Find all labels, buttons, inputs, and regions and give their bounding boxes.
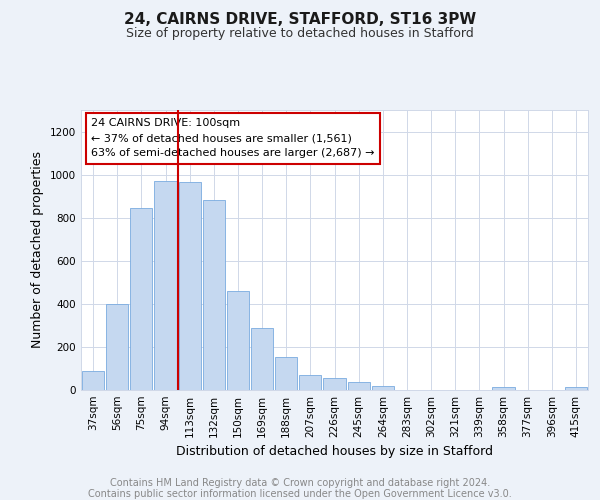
X-axis label: Distribution of detached houses by size in Stafford: Distribution of detached houses by size … <box>176 446 493 458</box>
Text: 24, CAIRNS DRIVE, STAFFORD, ST16 3PW: 24, CAIRNS DRIVE, STAFFORD, ST16 3PW <box>124 12 476 28</box>
Bar <box>227 291 249 390</box>
Bar <box>323 378 346 390</box>
Bar <box>82 370 104 390</box>
Bar <box>347 382 370 390</box>
Bar <box>154 181 176 390</box>
Text: 24 CAIRNS DRIVE: 100sqm
← 37% of detached houses are smaller (1,561)
63% of semi: 24 CAIRNS DRIVE: 100sqm ← 37% of detache… <box>91 118 374 158</box>
Text: Size of property relative to detached houses in Stafford: Size of property relative to detached ho… <box>126 28 474 40</box>
Text: Contains HM Land Registry data © Crown copyright and database right 2024.: Contains HM Land Registry data © Crown c… <box>110 478 490 488</box>
Bar <box>299 375 322 390</box>
Y-axis label: Number of detached properties: Number of detached properties <box>31 152 44 348</box>
Bar <box>493 387 515 390</box>
Text: Contains public sector information licensed under the Open Government Licence v3: Contains public sector information licen… <box>88 489 512 499</box>
Bar <box>251 328 273 390</box>
Bar <box>106 304 128 390</box>
Bar <box>371 386 394 390</box>
Bar <box>203 200 225 390</box>
Bar <box>275 356 298 390</box>
Bar <box>130 208 152 390</box>
Bar <box>565 387 587 390</box>
Bar <box>179 182 201 390</box>
